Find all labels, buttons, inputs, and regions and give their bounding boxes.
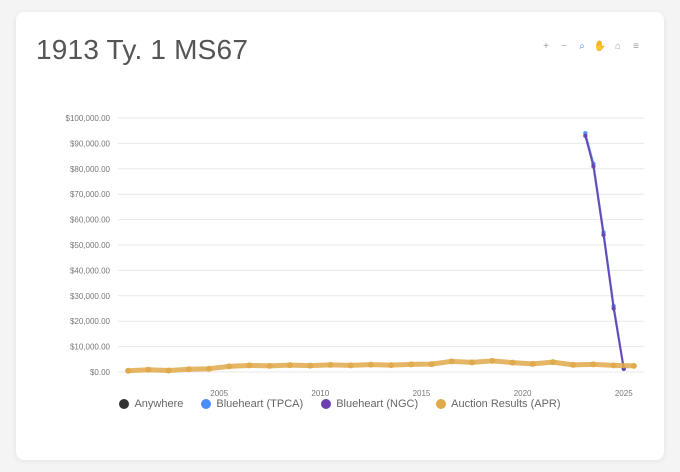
zoom-out-icon[interactable]: − <box>561 40 567 52</box>
data-point <box>428 361 435 368</box>
legend-label: Blueheart (NGC) <box>336 398 419 410</box>
chart-legend: Anywhere Blueheart (TPCA) Blueheart (NGC… <box>0 398 680 410</box>
data-point <box>246 362 253 369</box>
menu-icon[interactable]: ≡ <box>633 40 639 52</box>
y-tick-label: $80,000.00 <box>70 165 111 174</box>
data-point <box>601 232 606 238</box>
legend-item-auction-results[interactable]: Auction Results (APR) <box>436 398 561 410</box>
legend-label: Auction Results (APR) <box>451 398 561 410</box>
x-tick-label: 2025 <box>615 389 633 398</box>
data-point <box>165 367 172 374</box>
data-point <box>286 362 293 369</box>
legend-swatch <box>436 399 447 409</box>
data-point <box>630 362 637 369</box>
magnifier-icon[interactable]: ⌕ <box>579 40 585 52</box>
data-point <box>469 359 476 366</box>
chart-title: 1913 Ty. 1 MS67 <box>36 34 249 65</box>
chart-card: 1913 Ty. 1 MS67 + − ⌕ ✋ ⌂ ≡ <box>16 12 664 460</box>
data-point <box>611 306 616 311</box>
data-point <box>610 362 617 369</box>
data-point <box>388 362 395 369</box>
data-point <box>125 367 132 374</box>
data-point <box>266 362 273 369</box>
y-tick-label: $50,000.00 <box>70 241 111 250</box>
y-tick-label: $30,000.00 <box>70 292 111 301</box>
series-line <box>125 358 637 374</box>
data-point <box>408 361 415 368</box>
data-point <box>583 133 588 138</box>
series-line <box>584 134 625 370</box>
y-tick-label: $60,000.00 <box>70 216 111 225</box>
legend-swatch <box>119 399 130 409</box>
legend-item-anywhere[interactable]: Anywhere <box>119 398 183 410</box>
data-point <box>206 365 213 372</box>
data-point <box>570 361 577 368</box>
y-tick-label: $70,000.00 <box>70 190 111 199</box>
y-tick-label: $90,000.00 <box>70 139 111 148</box>
data-point <box>448 358 455 365</box>
y-tick-label: $0.00 <box>90 368 111 377</box>
data-point <box>145 366 152 373</box>
y-tick-label: $40,000.00 <box>70 266 111 275</box>
data-point <box>529 360 536 367</box>
y-tick-label: $10,000.00 <box>70 343 111 352</box>
data-point <box>489 357 496 364</box>
home-icon[interactable]: ⌂ <box>614 40 622 52</box>
hand-pan-icon[interactable]: ✋ <box>593 40 607 52</box>
data-point <box>590 361 597 368</box>
x-tick-label: 2020 <box>514 389 532 398</box>
x-tick-label: 2015 <box>413 389 431 398</box>
data-point <box>509 359 516 366</box>
data-point <box>327 361 334 368</box>
data-point <box>185 366 192 373</box>
x-tick-label: 2010 <box>311 389 329 398</box>
chart-toolbar: + − ⌕ ✋ ⌂ ≡ <box>540 40 642 52</box>
legend-label: Anywhere <box>134 398 184 410</box>
data-point <box>367 361 374 368</box>
zoom-in-icon[interactable]: + <box>543 40 549 52</box>
data-point <box>226 363 233 370</box>
legend-swatch <box>321 399 332 409</box>
data-point <box>307 362 314 369</box>
legend-label: Blueheart (TPCA) <box>216 398 304 410</box>
x-tick-label: 2005 <box>210 389 228 398</box>
y-tick-label: $20,000.00 <box>70 317 111 326</box>
legend-swatch <box>201 399 212 409</box>
data-point <box>591 164 596 169</box>
data-point <box>549 359 556 366</box>
legend-item-blueheart-ngc[interactable]: Blueheart (NGC) <box>321 398 418 410</box>
y-tick-label: $100,000.00 <box>66 114 111 123</box>
legend-item-blueheart-tpca[interactable]: Blueheart (TPCA) <box>201 398 303 410</box>
data-point <box>347 362 354 369</box>
